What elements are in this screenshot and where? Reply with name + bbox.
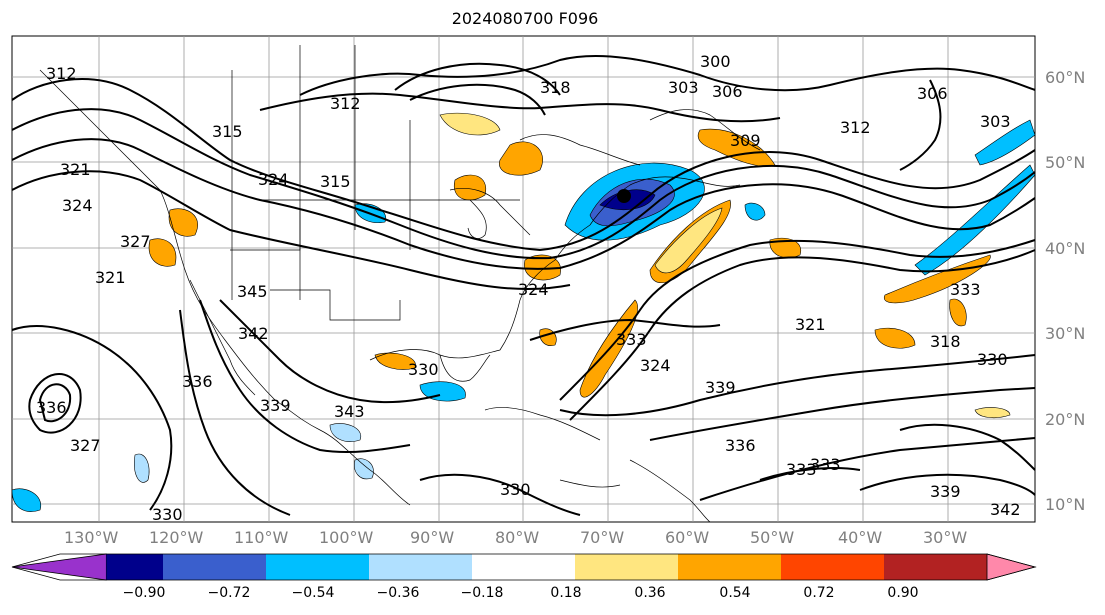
contour-label: 330 (500, 480, 531, 499)
lon-label: 60°W (665, 528, 710, 547)
contour-label: 324 (62, 196, 93, 215)
map-frame (11, 35, 1036, 523)
contour-label: 336 (36, 398, 67, 417)
contour-label: 315 (320, 172, 351, 191)
lon-label: 100°W (319, 528, 374, 547)
colorbar-segment (884, 554, 987, 580)
lon-label: 130°W (64, 528, 119, 547)
colorbar-segment (106, 554, 163, 580)
colorbar-extend-low (11, 553, 107, 581)
colorbar-tick-label: 0.36 (634, 585, 666, 601)
contour-label: 306 (917, 84, 948, 103)
contour-label: 330 (977, 350, 1008, 369)
lat-label: 20°N (1045, 410, 1086, 429)
contour-label: 330 (408, 360, 439, 379)
lon-label: 70°W (580, 528, 625, 547)
contour-label: 339 (260, 396, 291, 415)
contour-label: 321 (95, 268, 126, 287)
contour-label: 321 (795, 315, 826, 334)
contour-label: 327 (70, 436, 101, 455)
lon-label: 120°W (149, 528, 204, 547)
lon-label: 40°W (838, 528, 883, 547)
colorbar-tick-label: −0.72 (207, 585, 251, 601)
colorbar-tick-label: 0.90 (887, 585, 919, 601)
contour-label: 321 (60, 160, 91, 179)
lat-label: 10°N (1045, 495, 1086, 514)
contour-label: 343 (334, 402, 365, 421)
contour-label: 312 (46, 64, 77, 83)
lat-label: 50°N (1045, 153, 1086, 172)
colorbar-tick-label: 0.54 (719, 585, 751, 601)
contour-label: 345 (237, 282, 268, 301)
gridlines (12, 36, 1035, 522)
colorbar-segment (369, 554, 472, 580)
colorbar-tick-label: −0.18 (460, 585, 504, 601)
colorbar-tick-label: −0.90 (122, 585, 166, 601)
contour-label: 303 (980, 112, 1011, 131)
contour-label: 342 (990, 500, 1021, 519)
colorbar-tick-label: −0.54 (291, 585, 335, 601)
colorbar-segment (163, 554, 266, 580)
contour-label: 324 (640, 356, 671, 375)
contour-label: 333 (950, 280, 981, 299)
colorbar-segment (472, 554, 575, 580)
lat-label: 40°N (1045, 239, 1086, 258)
contour-label: 333 (810, 455, 841, 474)
colorbar-tick-label: −0.36 (376, 585, 420, 601)
colorbar-segment (575, 554, 678, 580)
contour-label: 303 (668, 78, 699, 97)
contour-label: 330 (152, 505, 183, 524)
lon-label: 110°W (234, 528, 289, 547)
contour-label: 315 (212, 122, 243, 141)
contour-label: 312 (330, 94, 361, 113)
contour-label: 318 (930, 332, 961, 351)
contour-label: 306 (712, 82, 743, 101)
colorbar-tick-label: 0.72 (803, 585, 835, 601)
contour-label: 342 (238, 324, 269, 343)
contour-label: 318 (540, 78, 571, 97)
lon-label: 30°W (923, 528, 968, 547)
colorbar (11, 553, 1037, 581)
contour-label: 339 (705, 378, 736, 397)
map-title: 2024080700 F096 (451, 9, 599, 28)
contour-label: 333 (786, 460, 817, 479)
lat-label: 30°N (1045, 324, 1086, 343)
contour-label: 336 (182, 372, 213, 391)
colorbar-tick-label: 0.18 (550, 585, 582, 601)
lat-label: 60°N (1045, 68, 1086, 87)
high-pressure-marker (617, 189, 631, 203)
colorbar-segment (266, 554, 369, 580)
contour-label: 327 (120, 232, 151, 251)
contour-label: 324 (258, 170, 289, 189)
contour-label: 333 (616, 330, 647, 349)
contour-label: 309 (730, 131, 761, 150)
contour-label: 324 (518, 280, 549, 299)
colorbar-segment (678, 554, 781, 580)
colorbar-segment (781, 554, 884, 580)
lon-label: 90°W (410, 528, 455, 547)
contours (11, 55, 1036, 516)
contour-label: 339 (930, 482, 961, 501)
colorbar-extend-high (986, 553, 1037, 581)
colorbar-outline (11, 553, 1037, 581)
lon-label: 50°W (750, 528, 795, 547)
lon-label: 80°W (495, 528, 540, 547)
contour-label: 300 (700, 52, 731, 71)
shaded-field (11, 112, 1036, 512)
contour-label: 336 (725, 436, 756, 455)
contour-label: 312 (840, 118, 871, 137)
